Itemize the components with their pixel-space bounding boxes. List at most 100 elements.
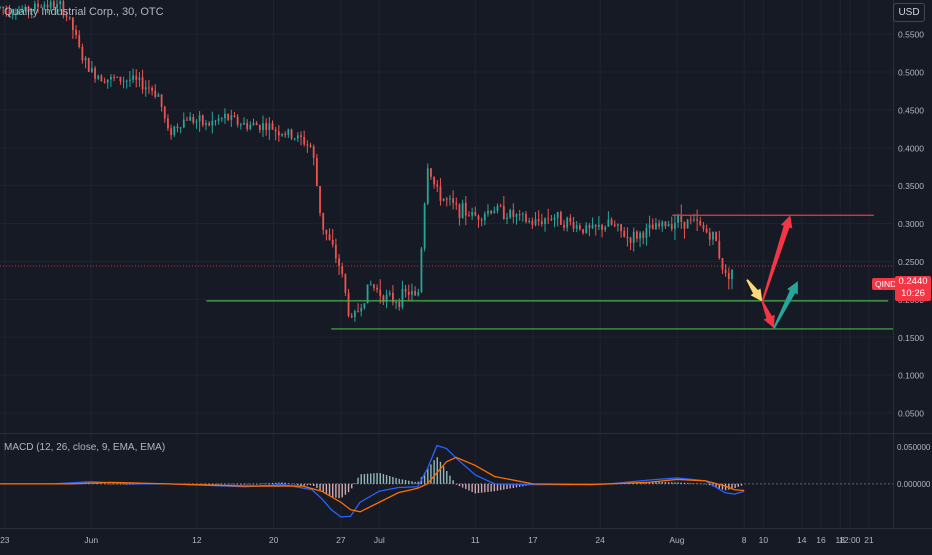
candle-body	[718, 240, 721, 259]
macd-histogram-bar	[221, 483, 223, 485]
macd-histogram-bar	[227, 483, 229, 485]
candle-body	[138, 77, 141, 80]
macd-histogram-bar	[499, 483, 502, 491]
macd-histogram-bar	[278, 482, 280, 484]
candle-body	[360, 308, 363, 312]
candle-body	[686, 219, 689, 229]
candle-body	[309, 144, 312, 147]
candle-body	[398, 301, 401, 307]
candle-body	[334, 244, 337, 259]
candle-body	[0, 6, 1, 8]
time-tick-label: 20	[269, 535, 279, 545]
macd-histogram-bar	[354, 483, 356, 484]
macd-histogram-bar	[116, 483, 118, 485]
candle-body	[353, 311, 356, 318]
macd-histogram-bar	[107, 483, 109, 485]
macd-histogram-bar	[205, 483, 207, 485]
macd-histogram-bar	[474, 483, 477, 494]
candle-body	[78, 35, 81, 48]
candle-body	[572, 222, 575, 229]
bar-countdown: 10:26	[901, 288, 925, 299]
candle-body	[268, 123, 271, 130]
candle-body	[433, 176, 436, 185]
candle-body	[528, 221, 531, 223]
macd-histogram-bar	[338, 483, 340, 499]
candle-body	[265, 123, 268, 130]
candle-body	[262, 123, 264, 131]
candle-body	[439, 186, 442, 201]
candle-body	[151, 87, 153, 91]
macd-histogram-bar	[366, 473, 369, 484]
macd-tick-label: 0.000000	[897, 480, 931, 489]
macd-histogram-bar	[506, 483, 508, 490]
macd-histogram-bar	[344, 483, 347, 495]
candle-body	[569, 217, 572, 223]
macd-histogram-bar	[313, 483, 315, 487]
candle-body	[604, 226, 607, 230]
candle-body	[731, 269, 733, 279]
candle-body	[160, 94, 163, 108]
macd-histogram-bar	[214, 483, 217, 485]
macd-histogram-bar	[351, 483, 353, 489]
candle-body	[474, 212, 477, 216]
candle-body	[480, 219, 483, 221]
candle-body	[620, 224, 622, 231]
macd-histogram-bar	[683, 482, 686, 484]
candle-body	[708, 232, 711, 240]
forecast-arrow	[746, 279, 763, 302]
macd-histogram-bar	[439, 461, 442, 484]
macd-histogram-bar	[259, 483, 261, 485]
candle-body	[135, 75, 138, 80]
candle-body	[312, 146, 315, 158]
candle-body	[5, 8, 8, 10]
macd-histogram-bar	[477, 483, 480, 494]
candle-body	[366, 284, 369, 304]
macd-histogram-bar	[274, 482, 277, 484]
candle-body	[21, 10, 24, 12]
price-tick-label: 0.1500	[898, 333, 924, 343]
candle-body	[306, 144, 309, 146]
candle-body	[601, 224, 603, 230]
candle-body	[68, 16, 71, 18]
candle-body	[696, 219, 699, 221]
candle-body	[186, 119, 188, 121]
macd-histogram-bar	[490, 483, 492, 492]
candle-body	[328, 234, 331, 241]
candle-body	[319, 186, 321, 213]
candle-body	[71, 17, 74, 30]
candle-body	[496, 205, 499, 211]
candle-body	[651, 224, 654, 230]
candle-body	[442, 198, 445, 201]
candle-body	[705, 228, 708, 233]
macd-histogram-bar	[664, 482, 667, 484]
candle-body	[369, 284, 372, 286]
time-tick-label: 18	[835, 535, 845, 545]
macd-title: MACD (12, 26, close, 9, EMA, EMA)	[4, 442, 166, 453]
candle-body	[575, 225, 578, 229]
macd-histogram-bar	[471, 483, 473, 492]
time-tick-label: 8	[742, 535, 747, 545]
macd-histogram-bar	[376, 472, 378, 484]
candle-body	[157, 94, 160, 97]
macd-histogram-bar	[249, 483, 252, 485]
macd-histogram-bar	[715, 483, 717, 488]
candle-body	[116, 76, 119, 78]
currency-button[interactable]: USD	[893, 3, 925, 22]
macd-histogram-bar	[452, 480, 454, 484]
candle-body	[284, 133, 287, 136]
candle-body	[582, 229, 584, 233]
candle-body	[144, 87, 147, 90]
forecast-arrow	[761, 301, 775, 329]
candle-body	[610, 219, 613, 225]
candle-body	[658, 223, 660, 227]
candle-body	[607, 219, 610, 227]
macd-histogram-bar	[652, 481, 654, 484]
candle-body	[636, 231, 638, 239]
candle-body	[667, 224, 670, 227]
current-price: 0.2440	[898, 276, 928, 287]
price-tick-label: 0.5500	[898, 30, 924, 40]
macd-histogram-bar	[208, 483, 210, 485]
macd-histogram-bar	[265, 483, 267, 484]
candle-body	[534, 219, 537, 225]
